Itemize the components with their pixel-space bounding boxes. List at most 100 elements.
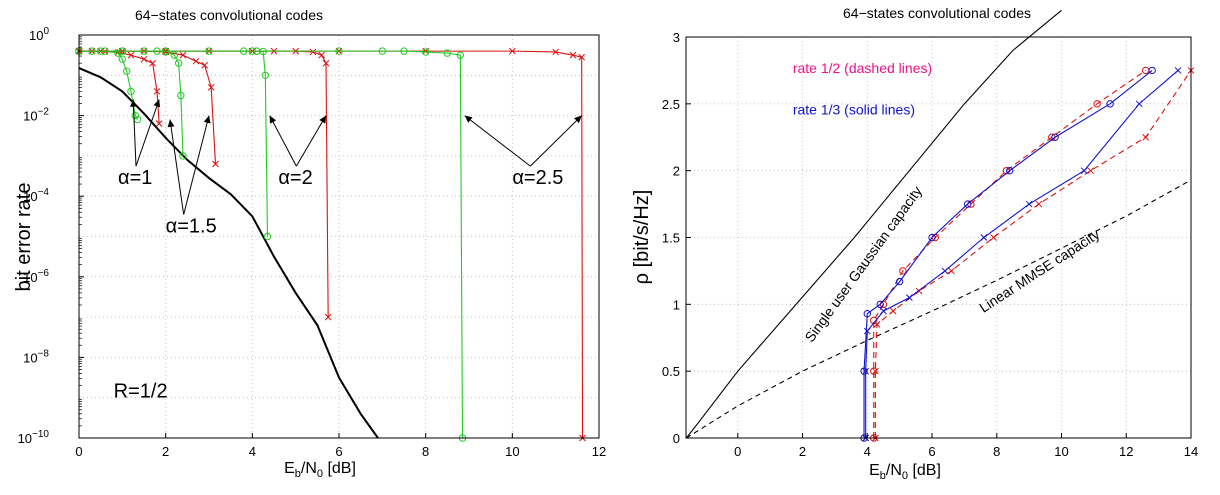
left-xtick-label: 12	[592, 444, 606, 459]
left-data-point	[127, 51, 135, 59]
left-annotation-text: R=1/2	[114, 381, 168, 403]
left-annotation-arrow	[295, 115, 327, 167]
left-ytick-label: 10−10	[18, 429, 50, 446]
left-arrow-head	[153, 99, 161, 108]
left-annotation-arrow	[464, 115, 531, 167]
left-data-point	[400, 47, 408, 55]
left-annotation-arrow	[135, 99, 160, 167]
left-x-axis-label: Eb/N0 [dB]	[284, 460, 356, 480]
right-x-axis-label: Eb/N0 [dB]	[869, 462, 941, 482]
right-ytick-label: 2.5	[662, 97, 680, 112]
right-annotations: rate 1/2 (dashed lines) rate 1/3 (solid l…	[793, 60, 1103, 345]
left-ytick-label: 10−2	[23, 107, 49, 124]
right-series-4	[860, 66, 1156, 442]
left-series-2	[75, 47, 142, 124]
right-data-point	[1174, 67, 1182, 74]
left-ytick-base: 10	[23, 270, 37, 285]
left-data-point	[335, 47, 343, 55]
left-ytick-label: 100	[29, 26, 49, 43]
left-ytick-exp: −2	[38, 107, 50, 118]
left-data-point	[212, 160, 219, 168]
right-ytick-label: 0.5	[662, 364, 680, 379]
left-data-point	[322, 59, 330, 67]
right-data-point	[1025, 200, 1033, 208]
left-data-point	[153, 88, 161, 95]
left-xtick-label: 10	[505, 444, 519, 459]
right-legend-note-0: rate 1/2 (dashed lines)	[793, 60, 932, 76]
left-xtick-label: 2	[162, 444, 169, 459]
right-xlabel-sub2: 0	[902, 470, 908, 482]
left-data-point	[170, 51, 179, 59]
left-data-point	[263, 232, 272, 241]
right-data-point	[1106, 100, 1114, 108]
left-arrow-head	[269, 115, 277, 124]
left-data-point	[114, 49, 122, 57]
left-data-point	[207, 84, 215, 91]
left-xtick-label: 6	[335, 444, 342, 459]
right-series-line	[874, 70, 1192, 438]
right-ytick-label: 3	[673, 30, 680, 45]
left-xlabel-sub1: b	[295, 468, 301, 480]
left-data-point	[131, 111, 140, 120]
right-data-point	[1093, 100, 1101, 108]
left-data-point	[508, 47, 516, 55]
right-curve-label-0: Single user Gaussian capacity	[801, 183, 925, 345]
left-arrow-head	[129, 99, 137, 107]
right-series-2	[870, 66, 1150, 442]
left-series-0	[78, 67, 379, 439]
left-y-axis-label: bit error rate	[13, 183, 35, 292]
right-data-point	[948, 267, 955, 275]
left-data-point	[309, 48, 317, 56]
left-data-point	[122, 67, 131, 75]
right-data-point	[941, 267, 949, 275]
right-data-point	[862, 367, 870, 375]
right-y-axis-label: ρ [bit/s/Hz]	[631, 190, 653, 285]
left-annotation-arrow	[269, 115, 297, 167]
left-annotations: α=1 α=1.5 α=2 α=2.5 R=1/2	[114, 99, 583, 403]
right-xtick-label: 12	[1119, 444, 1133, 459]
left-ytick-base: 10	[23, 189, 37, 204]
left-annotation-4: R=1/2	[114, 381, 168, 403]
left-ytick-base: 10	[29, 28, 43, 43]
right-data-point	[1135, 100, 1143, 108]
right-data-point	[963, 200, 972, 208]
left-data-point	[177, 91, 185, 100]
right-xlabel-tail: [dB]	[908, 462, 941, 479]
right-xtick-label: 6	[928, 444, 935, 459]
right-series-0	[685, 9, 1062, 439]
left-ytick-label: 10−6	[23, 268, 49, 285]
left-ytick-base: 10	[23, 109, 37, 124]
left-annotation-0: α=1	[118, 99, 161, 189]
right-data-point	[863, 309, 871, 318]
right-data-point	[1051, 133, 1059, 141]
right-xtick-label: 14	[1184, 444, 1198, 459]
left-xlabel-mid: /N	[301, 460, 317, 477]
left-series-line	[79, 50, 217, 164]
right-xlabel-e: E	[869, 462, 880, 479]
right-data-point	[1142, 133, 1150, 141]
right-xlabel-sub1: b	[880, 470, 886, 482]
left-ytick-exp: 0	[43, 26, 49, 37]
left-ytick-base: 10	[23, 350, 37, 365]
right-ytick-label: 1.5	[662, 231, 680, 246]
right-data-point	[1080, 167, 1088, 175]
right-xtick-label: 0	[734, 444, 741, 459]
left-data-point	[456, 51, 465, 59]
right-data-point	[863, 327, 871, 335]
left-data-point	[261, 71, 270, 80]
left-annotation-text: α=2.5	[512, 167, 563, 189]
left-annotation-arrow	[132, 99, 137, 167]
right-series-line	[686, 179, 1192, 439]
left-data-point	[179, 51, 187, 59]
right-data-point	[889, 307, 897, 315]
left-annotation-arrow	[169, 119, 185, 215]
left-series-3	[75, 47, 219, 168]
right-series-1	[686, 179, 1192, 439]
left-ytick-exp: −10	[32, 429, 49, 440]
left-annotation-1: α=1.5	[166, 115, 217, 237]
right-chart-title: 64−states convolutional codes	[843, 5, 1031, 21]
left-data-point	[179, 152, 187, 160]
left-data-point	[155, 120, 163, 128]
left-ytick-label: 10−4	[23, 187, 49, 204]
left-data-point	[127, 87, 135, 96]
